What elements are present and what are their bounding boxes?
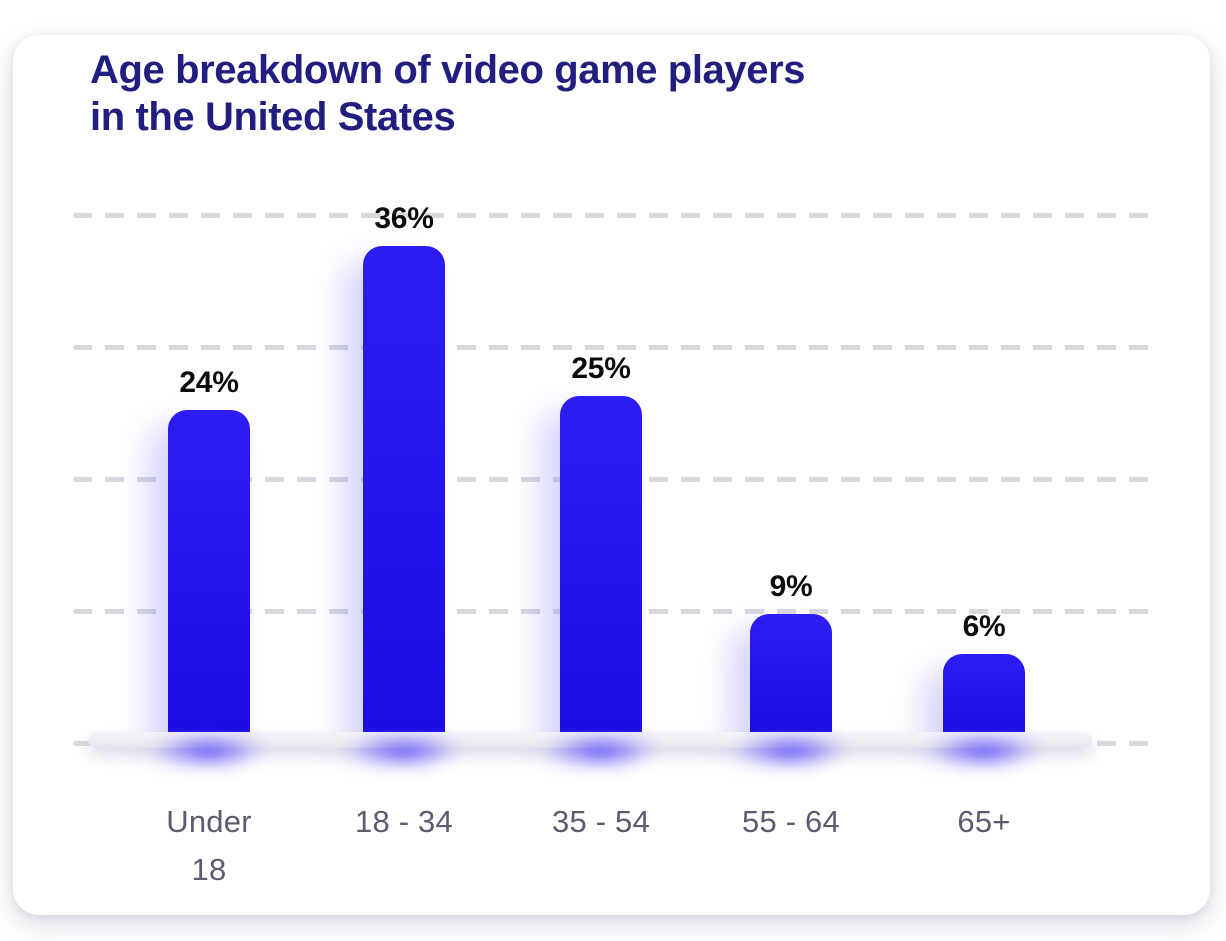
bar-glow-35-54: [521, 737, 681, 781]
bar-18-34: [363, 246, 445, 736]
chart-title-line-2: in the United States: [90, 95, 456, 140]
bar-under-18: [168, 410, 250, 736]
plot-area: 24% Under 18 36% 18 - 34 25% 35 - 54 9% 55 - 64…: [73, 202, 1155, 913]
bar-glow-55-64: [711, 737, 871, 781]
bar-55-64: [750, 614, 832, 736]
bar-35-54: [560, 396, 642, 736]
chart-title: Age breakdown of video game players in t…: [90, 47, 806, 141]
value-label-35-54: 25%: [571, 352, 631, 385]
value-label-under-18: 24%: [179, 366, 239, 399]
bar-glow-under-18: [129, 737, 289, 781]
x-axis-label-under-18: Under 18: [166, 804, 252, 888]
value-label-65: 6%: [962, 610, 1006, 643]
x-axis-label-35-54: 35 - 54: [552, 804, 650, 839]
bar-glow-65: [904, 737, 1064, 781]
x-axis-label-18-34: 18 - 34: [355, 804, 453, 839]
x-axis-label-65: 65+: [957, 804, 1011, 839]
chart-card: Age breakdown of video game players in t…: [13, 35, 1210, 915]
value-label-55-64: 9%: [769, 570, 813, 603]
bar-65: [943, 654, 1025, 736]
value-label-18-34: 36%: [374, 202, 434, 235]
gridline-1: [73, 213, 1155, 218]
chart-title-line-1: Age breakdown of video game players: [90, 48, 806, 92]
bar-glow-18-34: [324, 737, 484, 781]
gridline-2: [73, 345, 1155, 350]
x-axis-label-55-64: 55 - 64: [742, 804, 840, 839]
